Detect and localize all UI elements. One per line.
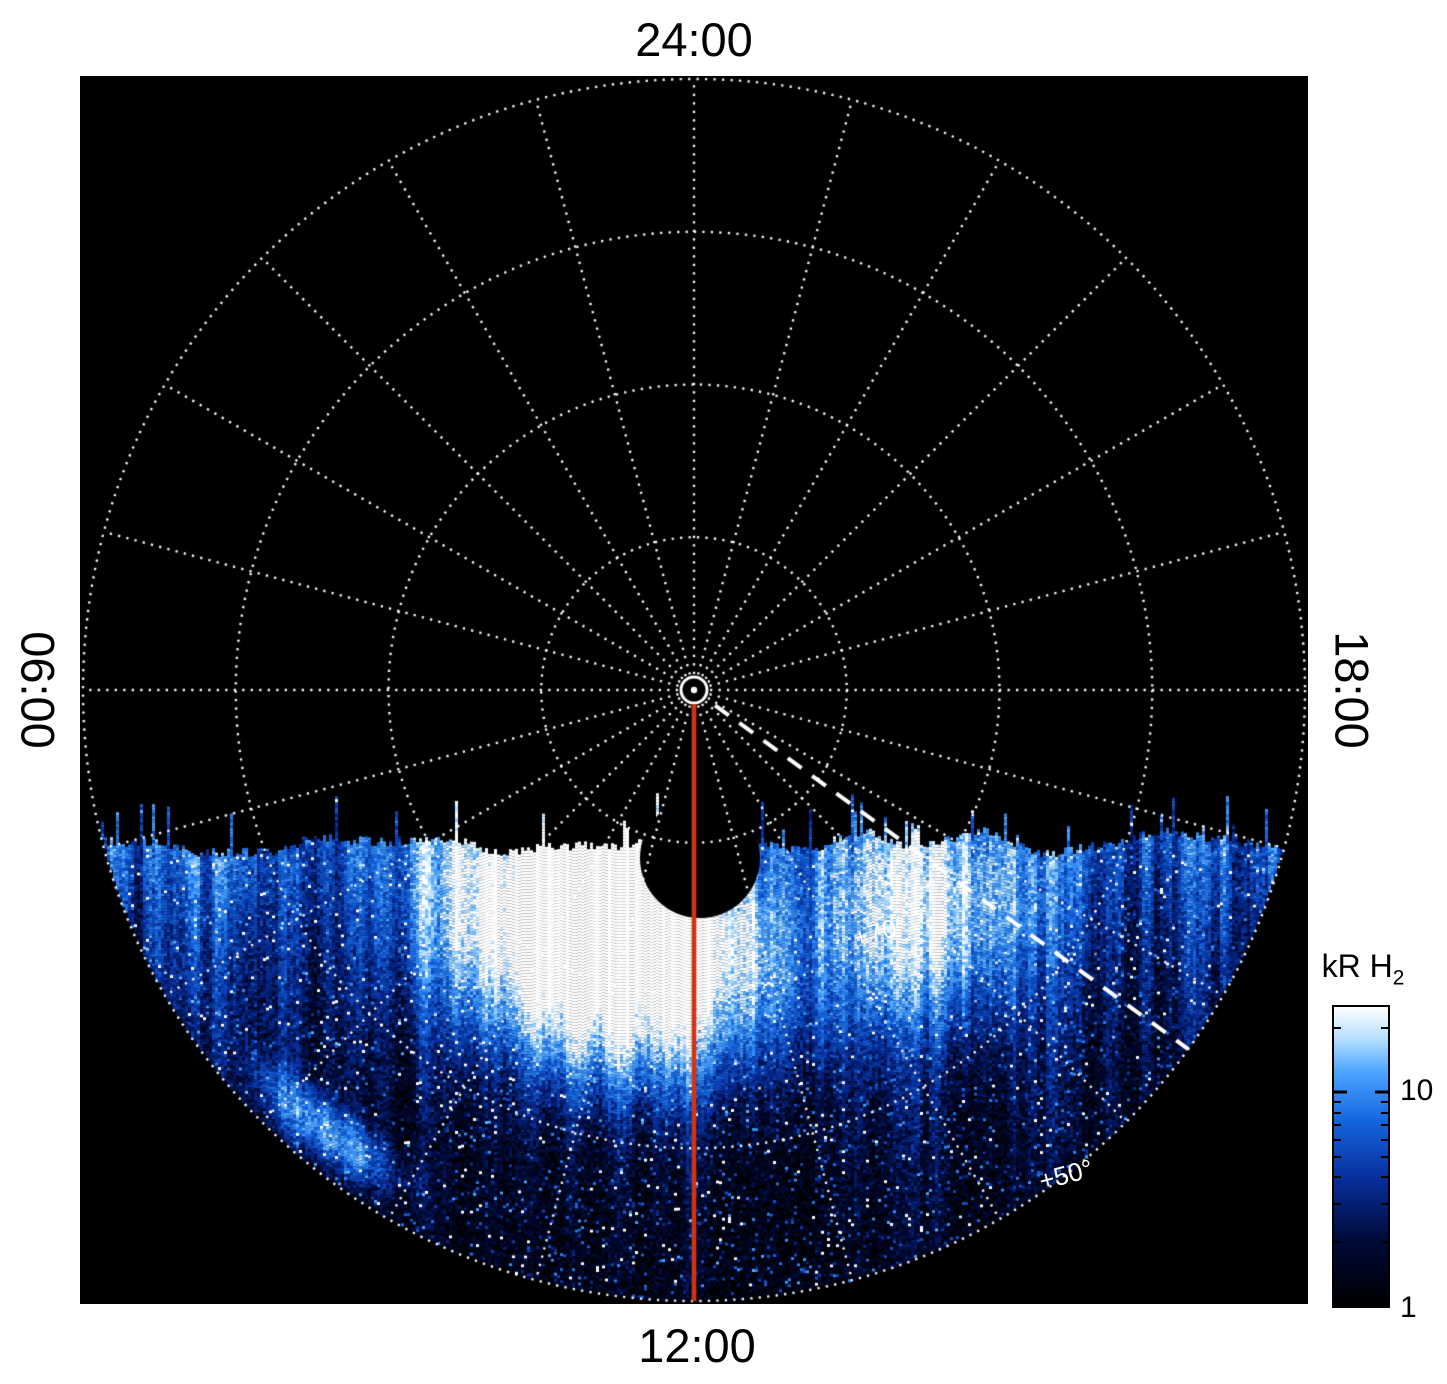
colorbar-tick-mark [1334,1240,1341,1243]
colorbar-tick-mark [1334,1100,1341,1103]
colorbar-tick-mark [1381,1176,1388,1179]
colorbar-tick-mark [1375,1090,1388,1094]
colorbar-tick-mark [1334,1026,1341,1029]
colorbar-tick-mark [1375,1304,1388,1308]
colorbar-tick-mark [1381,1026,1388,1029]
colorbar-tick-mark [1334,1304,1347,1308]
colorbar-tick-mark [1381,1111,1388,1114]
local-time-label-dawn: 06:00 [11,631,65,749]
colorbar-tick-mark [1334,1138,1341,1141]
polar-aurora-map-canvas [80,76,1308,1304]
colorbar-tick-label-10: 10 [1400,1074,1434,1108]
colorbar-tick-mark [1381,1124,1388,1127]
colorbar-title-subscript: 2 [1392,966,1405,990]
local-time-label-noon: 12:00 [638,1319,756,1372]
colorbar-tick-mark [1334,1090,1347,1094]
colorbar-tick-mark [1334,1176,1341,1179]
colorbar-tick-mark [1381,1155,1388,1158]
colorbar-tick-mark [1381,1202,1388,1205]
colorbar-tick-mark [1334,1202,1341,1205]
colorbar-tick-mark [1334,1155,1341,1158]
colorbar-gradient-bar [1332,1005,1390,1308]
colorbar-tick-mark [1381,1240,1388,1243]
colorbar-tick-mark [1334,1124,1341,1127]
colorbar-tick-mark [1381,1138,1388,1141]
colorbar-tick-mark [1381,1100,1388,1103]
colorbar-title: kR H2 [1322,948,1405,990]
colorbar-tick-label-1: 1 [1400,1291,1417,1324]
colorbar-tick-mark [1334,1111,1341,1114]
local-time-label-midnight: 24:00 [635,13,753,66]
local-time-label-dusk: 18:00 [1325,631,1379,749]
colorbar-title-text: kR H [1321,948,1393,984]
